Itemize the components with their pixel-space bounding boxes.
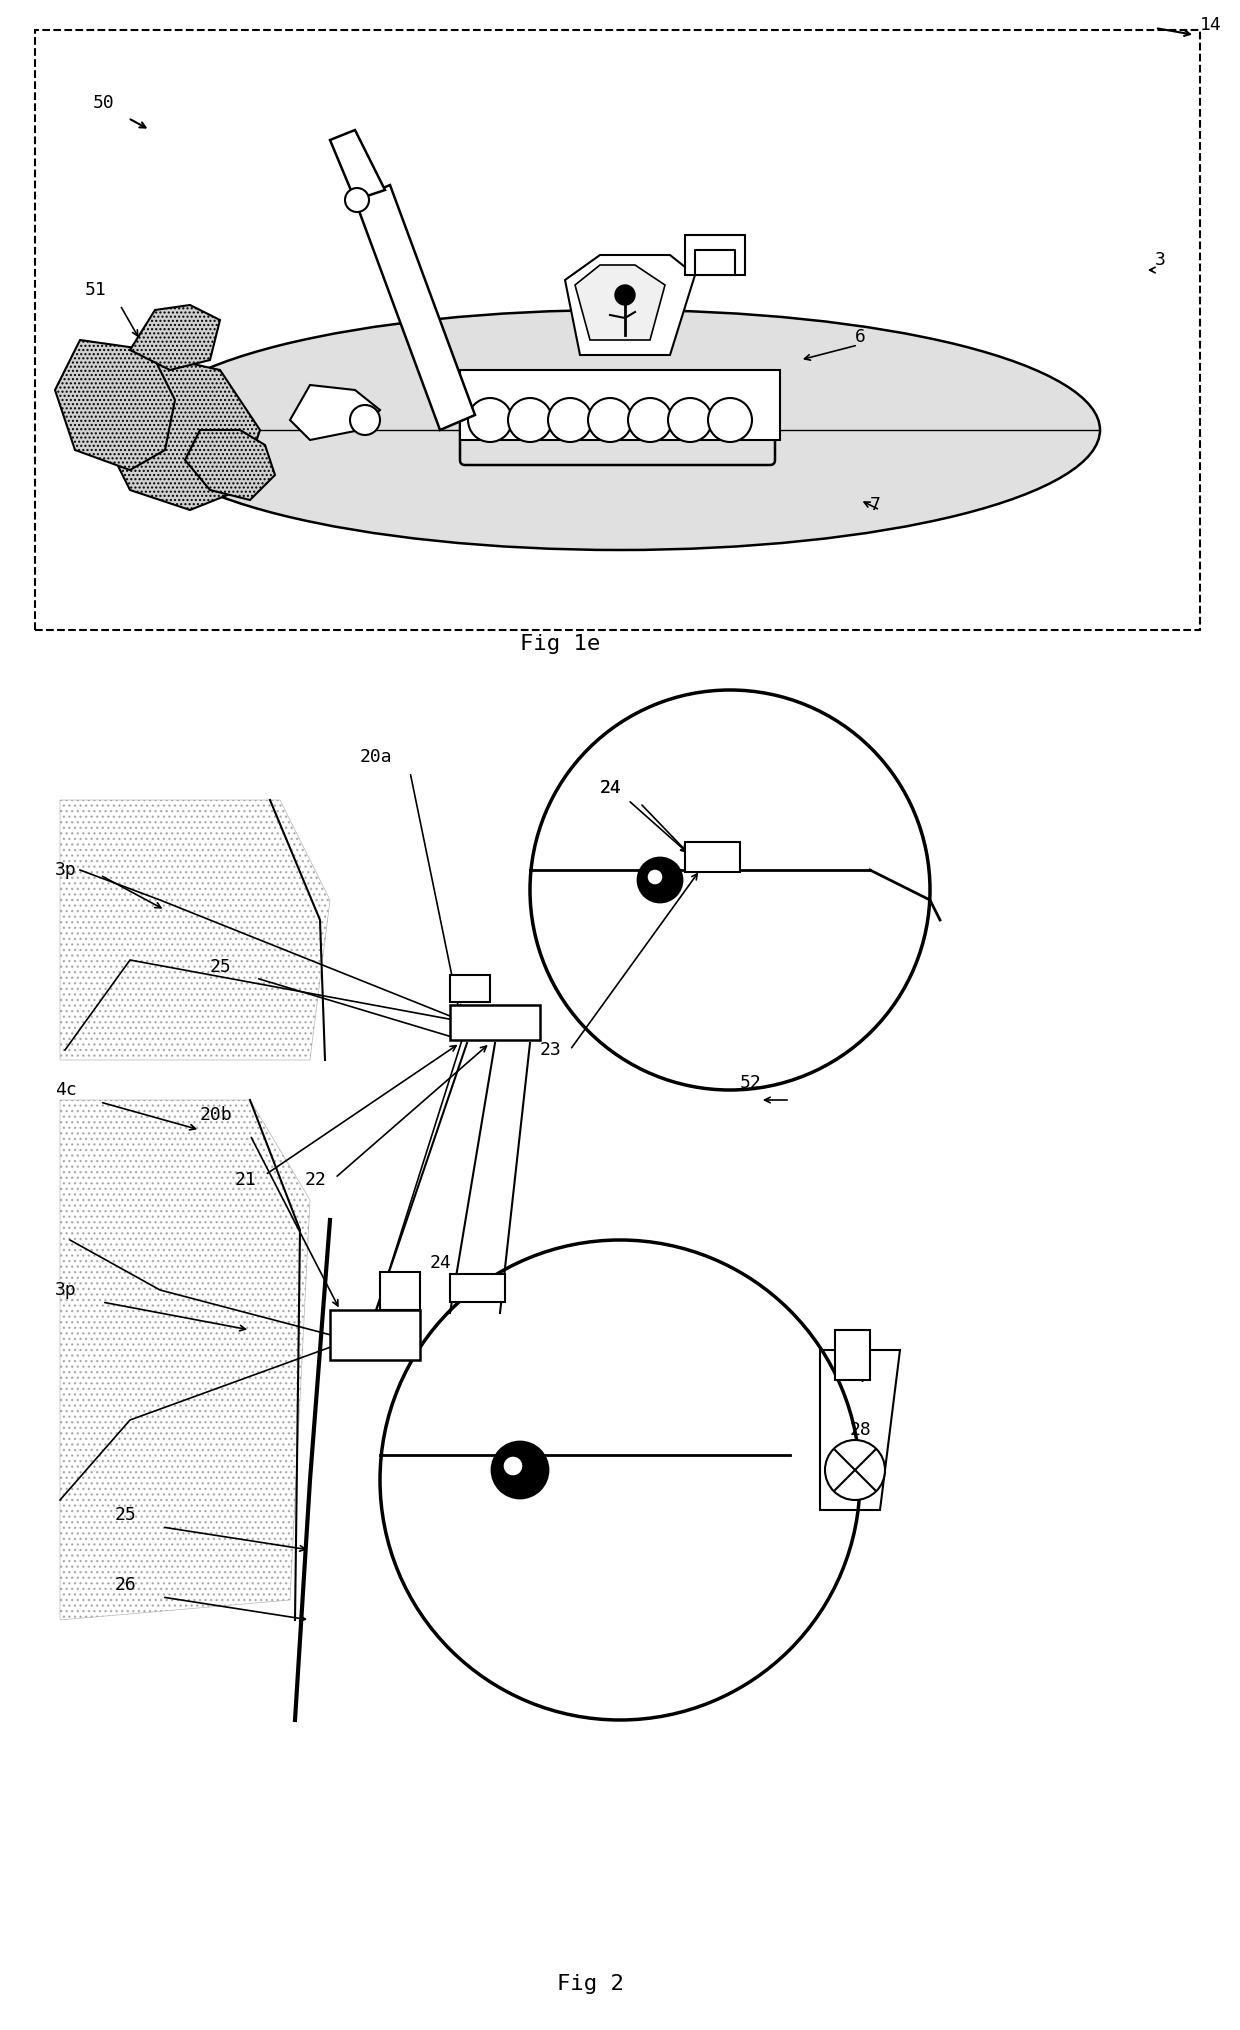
Text: 23: 23 <box>539 1041 562 1060</box>
Text: 6: 6 <box>856 329 866 345</box>
Circle shape <box>708 398 751 443</box>
Text: 4c: 4c <box>55 1082 77 1098</box>
Text: 25: 25 <box>210 958 232 976</box>
Text: 25: 25 <box>115 1506 136 1525</box>
Ellipse shape <box>140 311 1100 550</box>
Polygon shape <box>185 430 275 499</box>
Text: 3p: 3p <box>55 1281 77 1299</box>
Circle shape <box>615 284 635 304</box>
Text: Fig 1e: Fig 1e <box>520 633 600 654</box>
Circle shape <box>508 398 552 443</box>
Circle shape <box>345 189 370 211</box>
Text: 20b: 20b <box>200 1106 233 1125</box>
Polygon shape <box>450 974 490 1003</box>
Text: 50: 50 <box>93 93 115 112</box>
FancyBboxPatch shape <box>835 1330 870 1380</box>
Text: 20a: 20a <box>360 747 393 765</box>
Polygon shape <box>55 339 175 471</box>
Polygon shape <box>100 359 260 510</box>
Circle shape <box>647 869 663 885</box>
Circle shape <box>668 398 712 443</box>
Polygon shape <box>330 130 384 201</box>
Circle shape <box>379 1240 861 1719</box>
FancyBboxPatch shape <box>460 369 780 441</box>
Text: 22: 22 <box>305 1171 327 1190</box>
Text: 24: 24 <box>430 1255 451 1273</box>
Circle shape <box>492 1441 548 1498</box>
Text: 3p: 3p <box>55 861 77 879</box>
Circle shape <box>627 398 672 443</box>
Circle shape <box>639 859 682 901</box>
Polygon shape <box>565 256 694 355</box>
Circle shape <box>467 398 512 443</box>
FancyBboxPatch shape <box>450 1275 505 1301</box>
Text: 1: 1 <box>732 238 743 256</box>
Text: 28: 28 <box>849 1421 872 1439</box>
Circle shape <box>350 406 379 434</box>
FancyBboxPatch shape <box>684 842 740 873</box>
Polygon shape <box>355 185 475 430</box>
Text: 21: 21 <box>236 1171 257 1190</box>
Text: 24: 24 <box>600 780 621 798</box>
Text: 3: 3 <box>1154 252 1166 270</box>
Polygon shape <box>130 304 219 369</box>
Text: 51: 51 <box>86 280 107 298</box>
Text: 14: 14 <box>1200 16 1221 35</box>
Circle shape <box>825 1439 885 1500</box>
Circle shape <box>548 398 591 443</box>
Polygon shape <box>330 1309 420 1360</box>
Circle shape <box>503 1456 523 1476</box>
Text: 26: 26 <box>115 1575 136 1594</box>
FancyBboxPatch shape <box>379 1273 420 1309</box>
Text: 52: 52 <box>740 1074 761 1092</box>
Circle shape <box>529 690 930 1090</box>
Text: 7: 7 <box>870 495 880 514</box>
Polygon shape <box>290 386 379 441</box>
Polygon shape <box>450 1005 539 1039</box>
Circle shape <box>588 398 632 443</box>
Text: Fig 2: Fig 2 <box>557 1973 624 1993</box>
Text: 24: 24 <box>600 780 621 798</box>
Polygon shape <box>575 266 665 339</box>
Text: 27: 27 <box>849 1352 872 1368</box>
FancyBboxPatch shape <box>684 235 745 274</box>
